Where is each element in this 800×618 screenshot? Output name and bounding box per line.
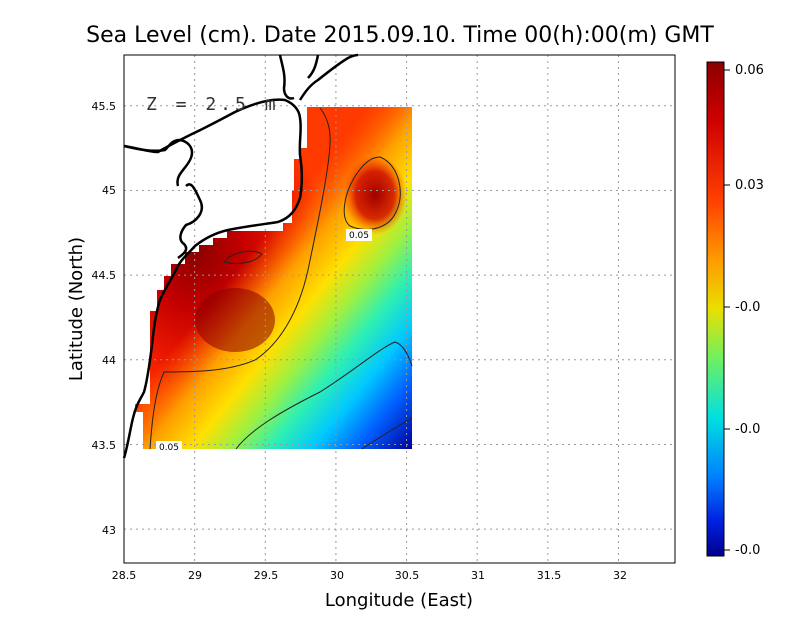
sea-level-field [135, 107, 412, 449]
x-tick-label: 28.5 [112, 569, 137, 582]
x-tick-label: 31 [471, 569, 485, 582]
contour-label-text: 0.05 [349, 231, 369, 241]
y-tick-label: 44 [102, 354, 116, 367]
chart-title: Sea Level (cm). Date 2015.09.10. Time 00… [86, 23, 714, 48]
field-gradient-overlay [135, 107, 412, 449]
contour-west-loop [223, 250, 263, 265]
colorbar: 0.06 0.03 -0.0 -0.0 -0.0 [706, 61, 764, 558]
coastline-inlet [177, 183, 203, 260]
coastline-bay [123, 138, 194, 187]
x-tick-label: 30 [330, 569, 344, 582]
contour-label-text: 0.05 [159, 443, 179, 453]
colorbar-gradient [706, 61, 725, 557]
coastline-north [298, 53, 359, 101]
contour-label-ne: 0.05 [346, 229, 372, 241]
ne-maximum-blob [343, 155, 407, 235]
y-tick-label: 44.5 [92, 269, 117, 282]
y-tick-label: 43 [102, 524, 116, 537]
coastline-north-cape [307, 54, 320, 79]
colorbar-tick-label: -0.0 [735, 300, 760, 315]
x-tick-label: 32 [613, 569, 627, 582]
x-axis: 28.5 29 29.5 30 30.5 31 31.5 32 [112, 569, 627, 582]
x-tick-label: 30.5 [395, 569, 420, 582]
contour-southeast [361, 417, 413, 450]
coastline-west-shore [122, 98, 304, 459]
colorbar-tick-label: -0.0 [735, 422, 760, 437]
x-tick-label: 29.5 [254, 569, 279, 582]
plot-border [123, 54, 676, 564]
coastline [122, 53, 359, 459]
colorbar-tick-label: 0.06 [735, 63, 764, 78]
y-tick-label: 43.5 [92, 439, 117, 452]
x-tick-label: 31.5 [537, 569, 562, 582]
x-axis-title: Longitude (East) [325, 590, 473, 611]
depth-annotation: Z = 2.5 m [146, 94, 280, 115]
west-maximum-core [195, 288, 275, 352]
colorbar-tick-label: 0.03 [735, 178, 764, 193]
contour-lines [149, 107, 413, 450]
gridlines [123, 55, 675, 563]
colorbar-ticks [724, 69, 730, 551]
colorbar-tick-label: -0.0 [735, 543, 760, 558]
y-axis: 43 43.5 44 44.5 45 45.5 [92, 100, 117, 537]
contour-label-sw: 0.05 [156, 441, 182, 453]
y-tick-label: 45 [102, 184, 116, 197]
contour-main-boundary [149, 107, 331, 450]
y-axis-title: Latitude (North) [66, 237, 87, 381]
contour-ne-loop [343, 156, 401, 230]
contour-south [235, 341, 413, 450]
coastline-north-spit [278, 54, 295, 100]
y-tick-label: 45.5 [92, 100, 117, 113]
x-tick-label: 29 [188, 569, 202, 582]
